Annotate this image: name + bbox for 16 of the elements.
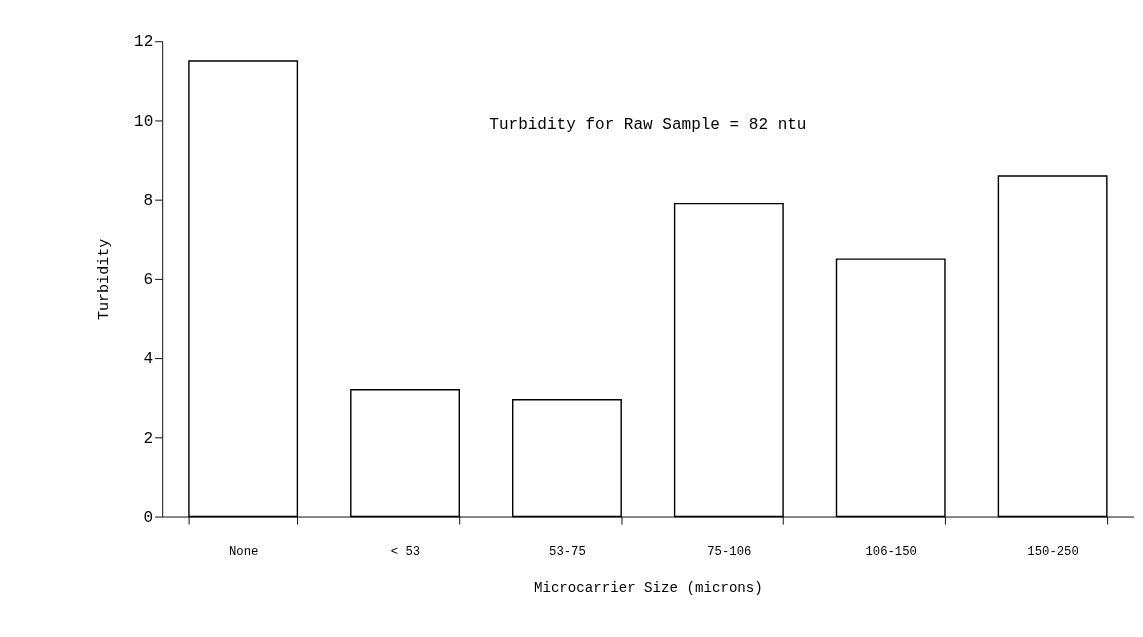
x-tick-label: 106-150: [865, 544, 917, 559]
y-tick-label: 8: [143, 191, 154, 210]
y-axis-title: Turbidity: [94, 238, 113, 321]
x-tick-label: < 53: [390, 544, 421, 559]
y-tick-label: 10: [134, 112, 154, 131]
x-tick-label: 150-250: [1027, 544, 1079, 559]
y-tick-label: 12: [134, 33, 154, 52]
y-tick-label: 0: [143, 508, 154, 527]
y-tick-label: 4: [143, 350, 154, 369]
y-tick-label: 2: [143, 429, 154, 448]
x-axis-title: Microcarrier Size (microns): [533, 579, 763, 596]
x-tick-label: 53-75: [549, 544, 586, 559]
x-tick-label: 75-106: [707, 544, 752, 559]
annotation: Turbidity for Raw Sample = 82 ntu: [489, 115, 807, 134]
y-tick-label: 6: [143, 271, 154, 290]
x-tick-label: None: [228, 544, 259, 559]
